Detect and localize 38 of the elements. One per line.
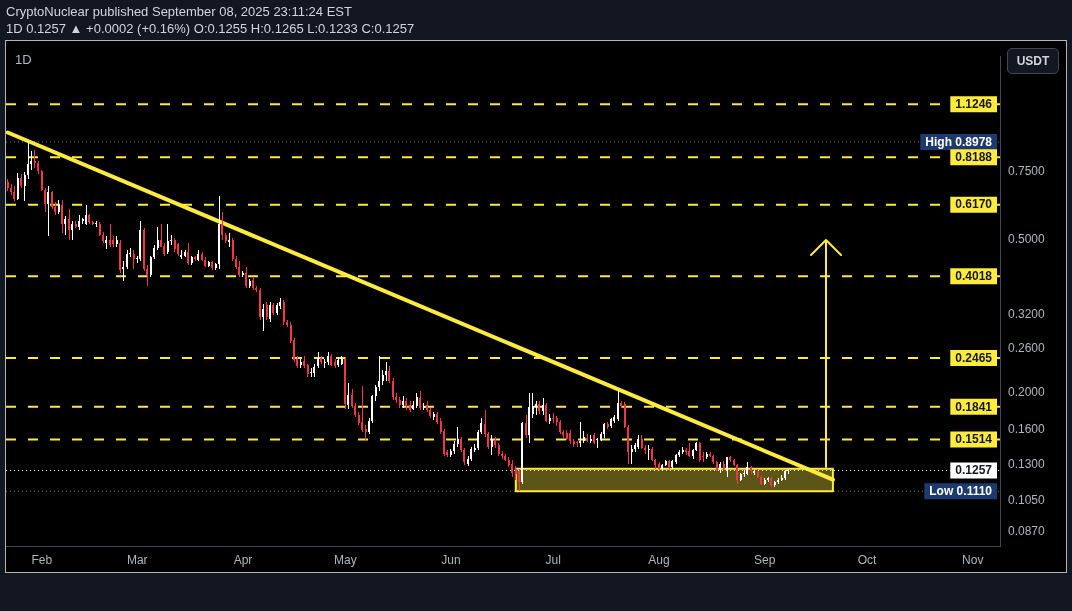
ref-line-label: 0.6170: [955, 197, 993, 212]
x-tick-label: Feb: [31, 552, 53, 567]
candlestick: [170, 235, 172, 245]
candlestick: [648, 445, 650, 460]
x-tick-label: Oct: [857, 552, 878, 567]
ref-line-label: 0.1514: [955, 432, 993, 447]
y-tick-label: 0.2000: [1008, 385, 1046, 400]
chart-title: CryptoNuclear published September 08, 2025 23:11:24 EST: [6, 4, 352, 19]
ref-line-label: 0.2465: [955, 350, 993, 365]
x-tick-label: Apr: [233, 552, 253, 567]
y-tick-label: 0.2600: [1008, 341, 1046, 356]
ref-line-label: 1.1246: [955, 97, 993, 112]
annotation: 1D: [15, 52, 32, 67]
y-tick-label: 0.7500: [1008, 164, 1046, 179]
candlestick: [596, 438, 598, 448]
ref-line-label: Low 0.1110: [929, 484, 993, 499]
x-tick-label: Jun: [441, 552, 461, 567]
y-tick-label: 0.1050: [1008, 492, 1046, 507]
x-tick-label: Mar: [126, 552, 148, 567]
ref-line-label: 0.1841: [955, 399, 993, 414]
y-tick-label: 0.1600: [1008, 422, 1046, 437]
x-tick-label: Nov: [962, 552, 984, 567]
ref-line-label: 0.4018: [955, 269, 993, 284]
x-tick-label: May: [333, 552, 357, 567]
x-tick-label: Sep: [754, 552, 776, 567]
candlestick: [122, 261, 124, 281]
y-tick-label: 0.0870: [1008, 524, 1046, 539]
y-axis-title: USDT: [1007, 48, 1059, 74]
ref-line-label: 0.8188: [955, 150, 993, 165]
ref-line-label: 0.1257: [955, 463, 993, 478]
chart-subtitle: 1D 0.1257 ▲ +0.0002 (+0.16%) O:0.1255 H:0.1265 L:0.1233 C:0.1257: [6, 21, 415, 36]
ref-line-label: High 0.8978: [925, 134, 993, 149]
x-tick-label: Aug: [648, 552, 670, 567]
candlestick: [552, 413, 554, 423]
x-tick-label: Jul: [545, 552, 561, 567]
y-tick-label: 0.5000: [1008, 232, 1046, 247]
y-tick-label: 0.3200: [1008, 306, 1046, 321]
y-tick-label: 0.1300: [1008, 457, 1046, 472]
